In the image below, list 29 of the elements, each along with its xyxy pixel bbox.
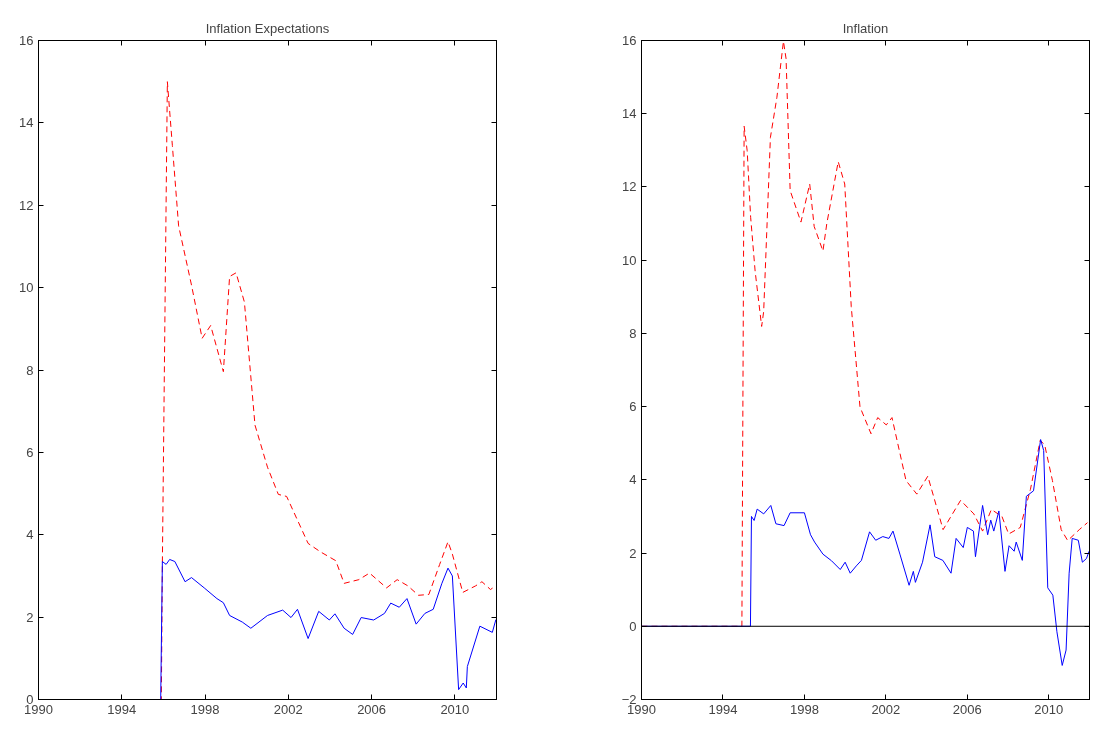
y-tick-label: 4 — [26, 527, 34, 543]
y-tick-label: 16 — [19, 33, 34, 48]
chart-title: Inflation — [842, 20, 889, 36]
x-tick-label: 2002 — [871, 701, 901, 717]
y-tick-label: 2 — [26, 609, 34, 625]
x-tick-label: 2006 — [952, 701, 982, 717]
chart-title: Inflation Expectations — [205, 20, 330, 36]
x-tick-label: 1994 — [107, 701, 137, 717]
y-tick-label: 16 — [622, 33, 637, 48]
x-tick-label: 1994 — [708, 701, 738, 717]
y-tick-label: 8 — [629, 325, 637, 341]
y-tick-label: 6 — [26, 444, 34, 460]
x-tick-label: 2006 — [357, 701, 387, 717]
x-tick-label: 2010 — [1034, 701, 1064, 717]
y-tick-label: 4 — [629, 472, 637, 488]
y-tick-label: 2 — [629, 545, 637, 561]
x-tick-label: 1998 — [190, 701, 220, 717]
y-tick-label: 0 — [629, 618, 637, 634]
y-tick-label: 6 — [629, 399, 637, 415]
x-tick-label: 2010 — [440, 701, 470, 717]
y-tick-label: 10 — [19, 280, 34, 296]
y-tick-label: 14 — [19, 115, 34, 131]
y-tick-label: 14 — [622, 106, 637, 122]
y-tick-label: 12 — [622, 179, 637, 195]
y-tick-label: 8 — [26, 362, 34, 378]
y-tick-label: 12 — [19, 197, 34, 213]
x-tick-label: 2002 — [273, 701, 303, 717]
y-tick-label: 10 — [622, 252, 637, 268]
x-tick-label: 1998 — [789, 701, 819, 717]
